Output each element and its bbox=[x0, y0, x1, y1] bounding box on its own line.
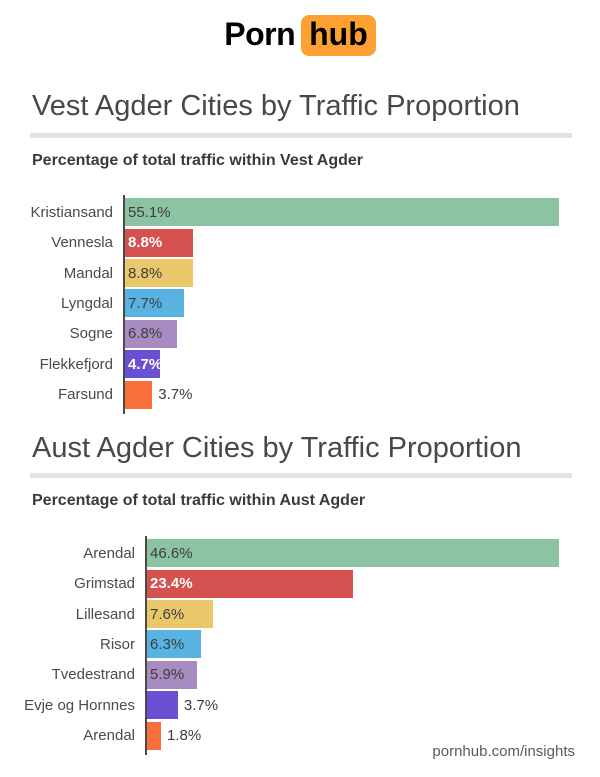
bar: 6.8% bbox=[123, 319, 177, 348]
bar: 5.9% bbox=[145, 660, 198, 689]
bar: 6.3% bbox=[145, 630, 201, 659]
chart2-bar-chart: Arendal 46.6% Grimstad 23.4% Lillesand 7.6% Ri… bbox=[0, 536, 600, 755]
category-label: Risor bbox=[99, 635, 135, 653]
category-label: Sogne bbox=[69, 325, 113, 343]
plot-area: 6.3% bbox=[145, 629, 600, 659]
bar: 55.1% bbox=[123, 198, 559, 227]
plot-area: 3.7% bbox=[123, 380, 600, 410]
chart1-bar-chart: Kristiansand 55.1% Vennesla 8.8% Mandal 8.8% L… bbox=[0, 195, 600, 414]
category-label: Arendal bbox=[83, 727, 135, 745]
chart-row: Flekkefjord 4.7% bbox=[0, 349, 600, 379]
value-label: 7.6% bbox=[150, 605, 185, 623]
plot-area: 46.6% bbox=[145, 538, 600, 568]
chart2-subtitle: Percentage of total traffic within Aust … bbox=[32, 492, 366, 509]
pornhub-logo: Porn hub bbox=[0, 15, 600, 56]
value-label: 23.4% bbox=[150, 575, 193, 593]
chart1-axis-line bbox=[123, 195, 125, 414]
plot-area: 3.7% bbox=[145, 690, 600, 720]
category-label: Tvedestrand bbox=[51, 666, 135, 684]
chart-row: Farsund 3.7% bbox=[0, 380, 600, 410]
bar: 8.8% bbox=[123, 259, 193, 288]
bar bbox=[145, 721, 161, 750]
value-label: 1.8% bbox=[166, 727, 202, 745]
value-label: 6.8% bbox=[128, 325, 163, 343]
category-label: Kristiansand bbox=[30, 203, 113, 221]
value-label: 7.7% bbox=[128, 294, 163, 312]
bar: 8.8% bbox=[123, 228, 193, 257]
plot-area: 7.7% bbox=[123, 288, 600, 318]
bar: 7.6% bbox=[145, 600, 213, 629]
plot-area: 23.4% bbox=[145, 568, 600, 598]
bar: 23.4% bbox=[145, 569, 353, 598]
value-label: 6.3% bbox=[150, 635, 185, 653]
chart1-title-divider bbox=[30, 133, 572, 138]
value-label: 3.7% bbox=[183, 696, 219, 714]
chart-row: Evje og Hornnes 3.7% bbox=[0, 690, 600, 720]
plot-area: 8.8% bbox=[123, 258, 600, 288]
value-label: 8.8% bbox=[128, 234, 163, 252]
category-label: Mandal bbox=[63, 264, 113, 282]
insights-url: pornhub.com/insights bbox=[432, 743, 575, 760]
chart-row: Kristiansand 55.1% bbox=[0, 197, 600, 227]
bar: 7.7% bbox=[123, 289, 184, 318]
chart-row: Lyngdal 7.7% bbox=[0, 288, 600, 318]
chart-row: Lillesand 7.6% bbox=[0, 599, 600, 629]
chart-row: Grimstad 23.4% bbox=[0, 568, 600, 598]
chart2-title-divider bbox=[30, 473, 572, 478]
plot-area: 5.9% bbox=[145, 660, 600, 690]
plot-area: 55.1% bbox=[123, 197, 600, 227]
logo-hub-badge: hub bbox=[301, 15, 376, 56]
plot-area: 7.6% bbox=[145, 599, 600, 629]
plot-area: 6.8% bbox=[123, 319, 600, 349]
plot-area: 4.7% bbox=[123, 349, 600, 379]
chart2-title: Aust Agder Cities by Traffic Proportion bbox=[32, 432, 522, 464]
chart-row: Tvedestrand 5.9% bbox=[0, 660, 600, 690]
chart-row: Mandal 8.8% bbox=[0, 258, 600, 288]
chart-row: Sogne 6.8% bbox=[0, 319, 600, 349]
value-label: 55.1% bbox=[128, 203, 171, 221]
category-label: Grimstad bbox=[74, 575, 135, 593]
category-label: Vennesla bbox=[51, 234, 113, 252]
chart-row: Risor 6.3% bbox=[0, 629, 600, 659]
logo-text-porn: Porn bbox=[224, 16, 296, 52]
category-label: Arendal bbox=[83, 544, 135, 562]
category-label: Evje og Hornnes bbox=[24, 696, 135, 714]
chart1-subtitle: Percentage of total traffic within Vest … bbox=[32, 152, 364, 169]
bar: 4.7% bbox=[123, 350, 163, 379]
plot-area: 8.8% bbox=[123, 227, 600, 257]
category-label: Farsund bbox=[57, 386, 113, 404]
chart-row: Arendal 1.8% bbox=[0, 721, 600, 751]
category-label: Flekkefjord bbox=[39, 355, 113, 373]
plot-area: 1.8% bbox=[145, 721, 600, 751]
value-label: 3.7% bbox=[158, 386, 193, 404]
value-label: 5.9% bbox=[150, 666, 185, 684]
chart-row: Vennesla 8.8% bbox=[0, 227, 600, 257]
chart-row: Arendal 46.6% bbox=[0, 538, 600, 568]
value-label: 4.7% bbox=[128, 355, 163, 373]
bar bbox=[123, 380, 153, 409]
chart2-axis-line bbox=[145, 536, 147, 755]
bar bbox=[145, 691, 178, 720]
category-label: Lyngdal bbox=[61, 294, 113, 312]
category-label: Lillesand bbox=[75, 605, 135, 623]
bar: 46.6% bbox=[145, 539, 559, 568]
chart1-title: Vest Agder Cities by Traffic Proportion bbox=[32, 90, 520, 122]
value-label: 8.8% bbox=[128, 264, 163, 282]
value-label: 46.6% bbox=[150, 544, 193, 562]
